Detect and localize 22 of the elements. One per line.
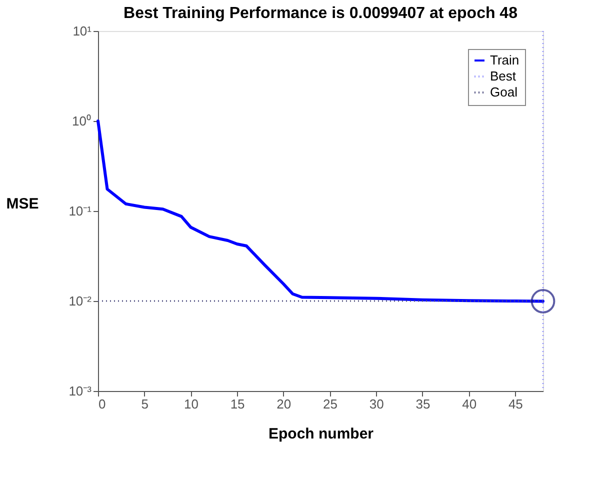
x-tick-label: 20 [276,396,292,412]
y-tick-label: 10⁻² [68,294,92,308]
x-axis-title: Epoch number [268,426,374,442]
ref-line-label: Best [490,68,516,84]
x-tick-label: 35 [416,396,430,412]
x-tick-label: 0 [98,396,106,412]
x-tick-label: 30 [369,396,384,412]
x-tick-label: 5 [141,396,148,412]
y-axis-title: MSE [6,196,39,212]
x-tick-label: 15 [230,396,245,412]
x-tick-label: 10 [184,396,198,412]
y-tick-label: 10¹ [72,24,92,38]
legend-label: Goal [490,84,518,100]
y-tick-label: 10⁰ [72,114,92,128]
legend-label: Train [490,52,520,68]
chart-title: Best Training Performance is 0.0099407 at epoch 48 [124,5,518,22]
x-tick-label: 45 [508,396,523,412]
x-tick-label: 40 [462,396,477,412]
line-series [96,120,544,303]
y-tick-label: 10⁻³ [68,384,92,398]
x-tick-label: 25 [323,396,338,412]
y-tick-label: 10⁻¹ [68,204,92,218]
